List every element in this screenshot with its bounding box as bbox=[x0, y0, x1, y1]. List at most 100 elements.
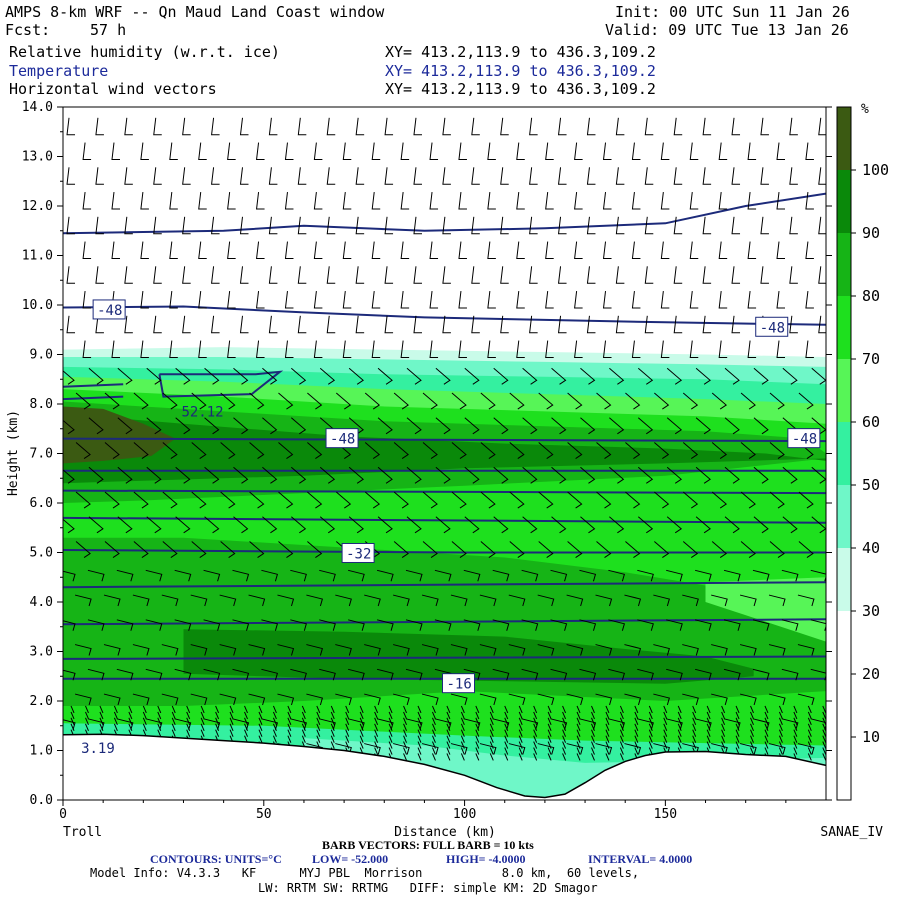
colorbar-label: 60 bbox=[862, 413, 880, 431]
wind-barb bbox=[654, 541, 670, 558]
wind-barb bbox=[319, 466, 336, 484]
wind-barb bbox=[637, 516, 654, 534]
wind-barb bbox=[721, 741, 726, 749]
wind-barb bbox=[124, 266, 133, 284]
wind-barb bbox=[764, 705, 769, 714]
wind-barb bbox=[87, 718, 105, 730]
wind-barb bbox=[789, 266, 798, 284]
wind-barb bbox=[82, 290, 92, 309]
wind-barb bbox=[145, 718, 163, 730]
wind-barb bbox=[371, 290, 381, 309]
colorbar-segment bbox=[837, 296, 851, 359]
wind-barb bbox=[422, 491, 438, 509]
wind-barb bbox=[475, 741, 480, 749]
wind-barb bbox=[567, 541, 583, 558]
wind-barb bbox=[258, 717, 263, 726]
wind-barb bbox=[393, 442, 409, 459]
wind-barb bbox=[359, 729, 364, 737]
wind-barb bbox=[637, 367, 654, 385]
wind-barb bbox=[220, 491, 236, 509]
wind-barb bbox=[634, 741, 639, 749]
wind-barb bbox=[605, 747, 610, 755]
wind-barb bbox=[133, 491, 149, 509]
wind-barb bbox=[348, 619, 365, 631]
wind-barb bbox=[625, 442, 641, 459]
wind-barb bbox=[200, 711, 205, 720]
wind-barb bbox=[576, 741, 581, 749]
wind-barb bbox=[330, 711, 335, 720]
wind-barb bbox=[747, 142, 757, 161]
wind-barb bbox=[376, 668, 394, 681]
wind-barb bbox=[677, 705, 682, 714]
wind-barb bbox=[504, 741, 509, 749]
wind-barb bbox=[711, 644, 728, 656]
wind-barb bbox=[393, 644, 410, 656]
wind-barb bbox=[111, 191, 120, 210]
wind-barb bbox=[624, 644, 642, 656]
wind-barb bbox=[547, 741, 552, 749]
wind-barb bbox=[219, 693, 237, 706]
wind-barb bbox=[653, 644, 670, 656]
wind-barb bbox=[533, 717, 538, 726]
wind-barb bbox=[605, 717, 610, 726]
wind-barb bbox=[342, 142, 352, 161]
wind-barb bbox=[182, 117, 191, 136]
wind-barb bbox=[677, 717, 682, 726]
wind-barb bbox=[384, 167, 394, 185]
wind-barb bbox=[702, 216, 712, 235]
wind-barb bbox=[162, 392, 178, 410]
model-info-line-2: LW: RRTM SW: RRTMG DIFF: simple KM: 2D S… bbox=[258, 881, 598, 895]
wind-barb bbox=[475, 747, 480, 755]
wind-barb bbox=[63, 419, 75, 435]
wind-barb bbox=[82, 142, 92, 161]
wind-barb bbox=[200, 729, 205, 737]
wind-barb bbox=[602, 191, 612, 210]
wind-barb bbox=[793, 723, 798, 731]
wind-barb bbox=[644, 216, 654, 235]
wind-barb bbox=[764, 711, 769, 720]
wind-barb bbox=[677, 729, 682, 737]
wind-barb bbox=[648, 741, 653, 749]
wind-barb bbox=[500, 315, 509, 334]
wind-barb bbox=[400, 191, 410, 210]
wind-barb bbox=[562, 747, 567, 755]
wind-barb bbox=[475, 753, 480, 761]
wind-barb bbox=[306, 594, 324, 607]
barb-vectors-note: BARB VECTORS: FULL BARB = 10 kts bbox=[322, 838, 534, 852]
contour-label: -48 bbox=[792, 432, 817, 448]
wind-barb bbox=[591, 723, 595, 731]
wind-barb bbox=[764, 735, 769, 743]
wind-barb bbox=[431, 735, 436, 743]
wind-barb bbox=[609, 417, 625, 435]
wind-barb bbox=[146, 516, 162, 534]
wind-barb bbox=[673, 117, 683, 136]
wind-barb bbox=[374, 717, 379, 726]
wind-barb bbox=[316, 705, 321, 714]
wind-barb bbox=[171, 705, 176, 714]
wind-barb bbox=[364, 392, 381, 410]
wind-barb bbox=[460, 723, 465, 731]
wind-barb bbox=[133, 541, 149, 558]
wind-barb bbox=[406, 367, 422, 385]
wind-barb bbox=[384, 315, 394, 334]
wind-barb bbox=[268, 216, 278, 235]
wind-barb bbox=[227, 290, 236, 309]
wind-barb bbox=[460, 735, 465, 743]
wind-barb bbox=[764, 729, 769, 737]
wind-barb bbox=[74, 594, 92, 607]
wind-barb bbox=[550, 718, 568, 730]
colorbar: 10 20 30 40 50 60 70 80 90 100 bbox=[836, 106, 889, 801]
wind-barb bbox=[319, 367, 336, 385]
wind-barb bbox=[146, 466, 162, 484]
contour-label: -48 bbox=[760, 320, 785, 336]
wind-barb bbox=[551, 516, 567, 534]
wind-barb bbox=[648, 747, 653, 755]
wind-barb bbox=[301, 711, 306, 720]
wind-barb bbox=[186, 711, 191, 720]
wind-barb bbox=[567, 392, 583, 410]
wind-barb bbox=[186, 705, 191, 714]
wind-barb bbox=[458, 290, 467, 309]
wind-barb bbox=[316, 717, 321, 726]
terrain-outline bbox=[62, 733, 827, 799]
colorbar-label: 80 bbox=[862, 287, 880, 305]
